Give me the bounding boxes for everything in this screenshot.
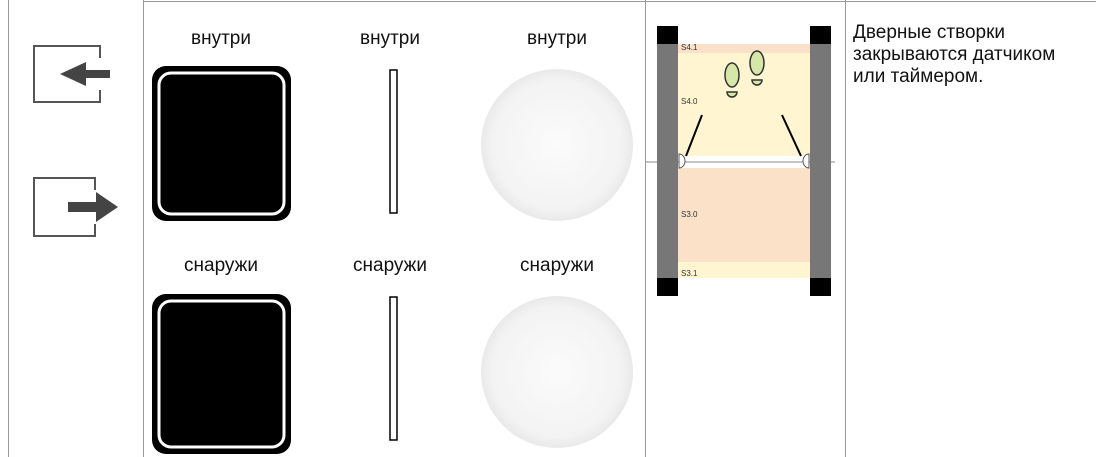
slim-bar: [389, 296, 398, 441]
grid-lines: [8, 0, 1096, 457]
enter-arrow: [60, 62, 110, 86]
label-outside: снаружи: [184, 255, 258, 276]
label-outside: снаружи: [520, 255, 594, 276]
label-inside: внутри: [360, 28, 420, 49]
door-diagram: S4.1 S4.0 S3.0 S3.1: [646, 26, 835, 296]
exit-icon: [33, 177, 96, 237]
slim-bar: [389, 69, 398, 214]
round-button: [481, 69, 633, 221]
button: [152, 66, 291, 221]
zone-label: S4.0: [681, 97, 698, 106]
button-frame: [157, 71, 286, 216]
round-button: [481, 296, 633, 448]
button-frame: [157, 299, 286, 449]
zone-label: S3.1: [681, 269, 698, 278]
label-inside: внутри: [191, 28, 251, 49]
zone-label: S4.1: [681, 43, 698, 52]
label-outside: снаружи: [353, 255, 427, 276]
label-inside: внутри: [527, 28, 587, 49]
exit-arrow: [68, 192, 118, 222]
description: Дверные створки закрываются датчиком или…: [853, 22, 1056, 87]
zone-label: S3.0: [681, 210, 698, 219]
button: [152, 294, 291, 454]
enter-icon: [33, 45, 101, 103]
